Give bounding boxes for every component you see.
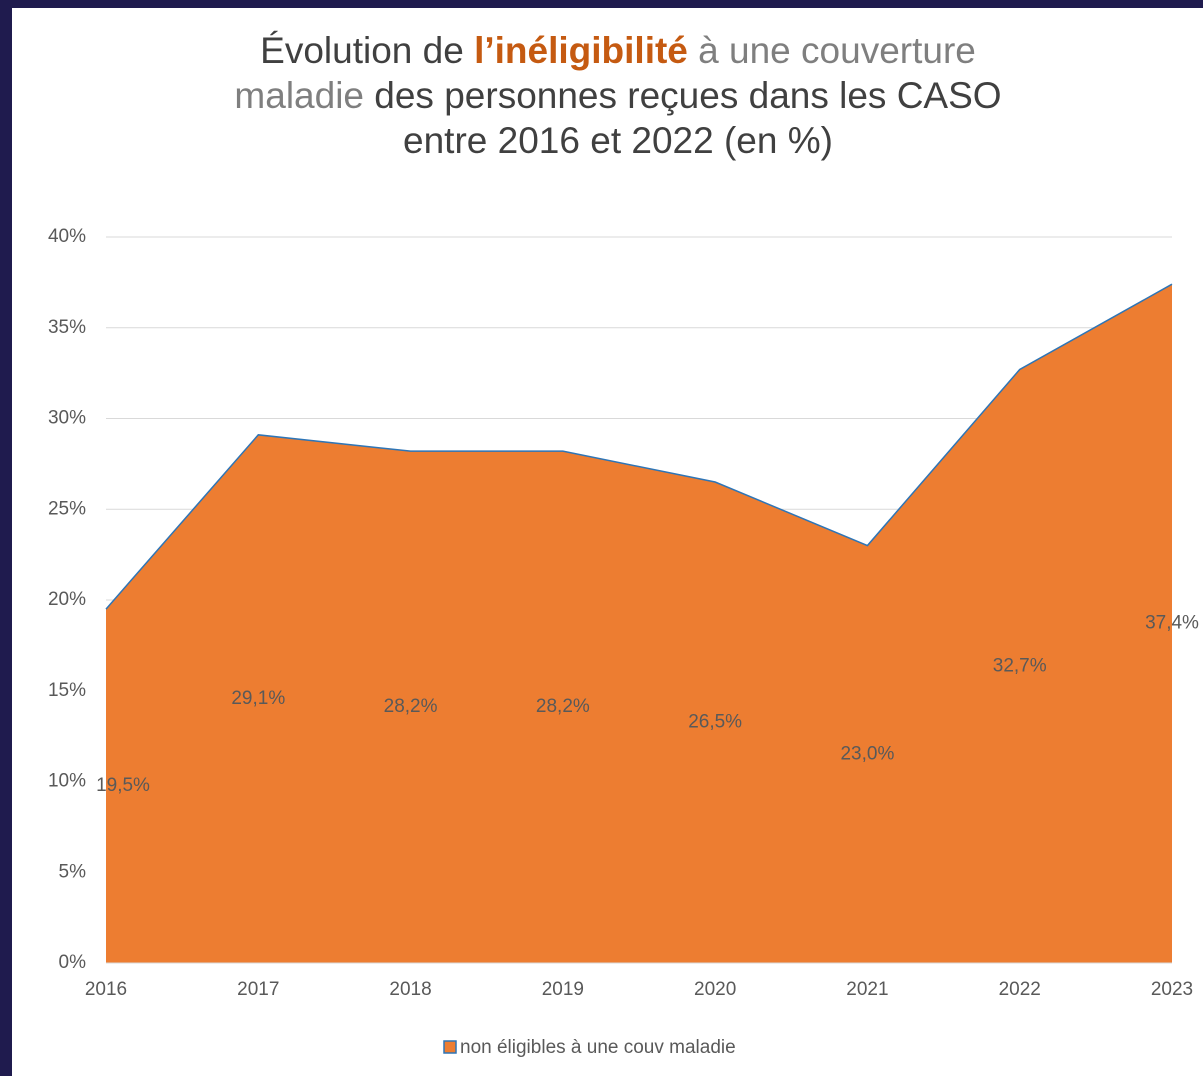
title-part: à une couverture [687,30,976,71]
legend-swatch [443,1040,457,1054]
y-tick-label: 25% [48,498,86,519]
x-tick-label: 2016 [85,979,127,1000]
y-tick-label: 0% [59,952,87,973]
area-line [105,283,1173,610]
y-tick-label: 15% [48,680,86,701]
y-tick-label: 10% [48,771,86,792]
x-tick-label: 2020 [694,979,736,1000]
x-tick-label: 2021 [846,979,888,1000]
title-part: Évolution de [260,30,475,71]
x-tick-label: 2023 [1151,979,1193,1000]
x-tick-label: 2019 [542,979,584,1000]
title-part: entre 2016 et 2022 (en %) [403,120,833,161]
y-tick-label: 30% [48,408,86,429]
legend-label: non éligibles à une couv maladie [460,1037,736,1058]
data-label: 37,4% [1145,613,1199,634]
y-tick-label: 5% [59,861,87,882]
data-label: 28,2% [536,696,590,717]
title-part: maladie [234,75,364,116]
chart-title: Évolution de l’inéligibilité à une couve… [0,28,1203,163]
y-tick-label: 20% [48,589,86,610]
x-tick-label: 2022 [999,979,1041,1000]
title-highlight: l’inéligibilité [474,30,688,71]
x-tick-label: 2017 [237,979,279,1000]
data-label: 19,5% [96,775,150,796]
y-tick-label: 40% [48,226,86,247]
y-tick-label: 35% [48,317,86,338]
data-label: 23,0% [840,743,894,764]
data-label: 28,2% [384,696,438,717]
data-label: 29,1% [231,688,285,709]
area [106,284,1172,963]
data-label: 32,7% [993,655,1047,676]
title-part: des personnes reçues dans les CASO [364,75,1002,116]
data-label: 26,5% [688,712,742,733]
x-tick-label: 2018 [389,979,431,1000]
